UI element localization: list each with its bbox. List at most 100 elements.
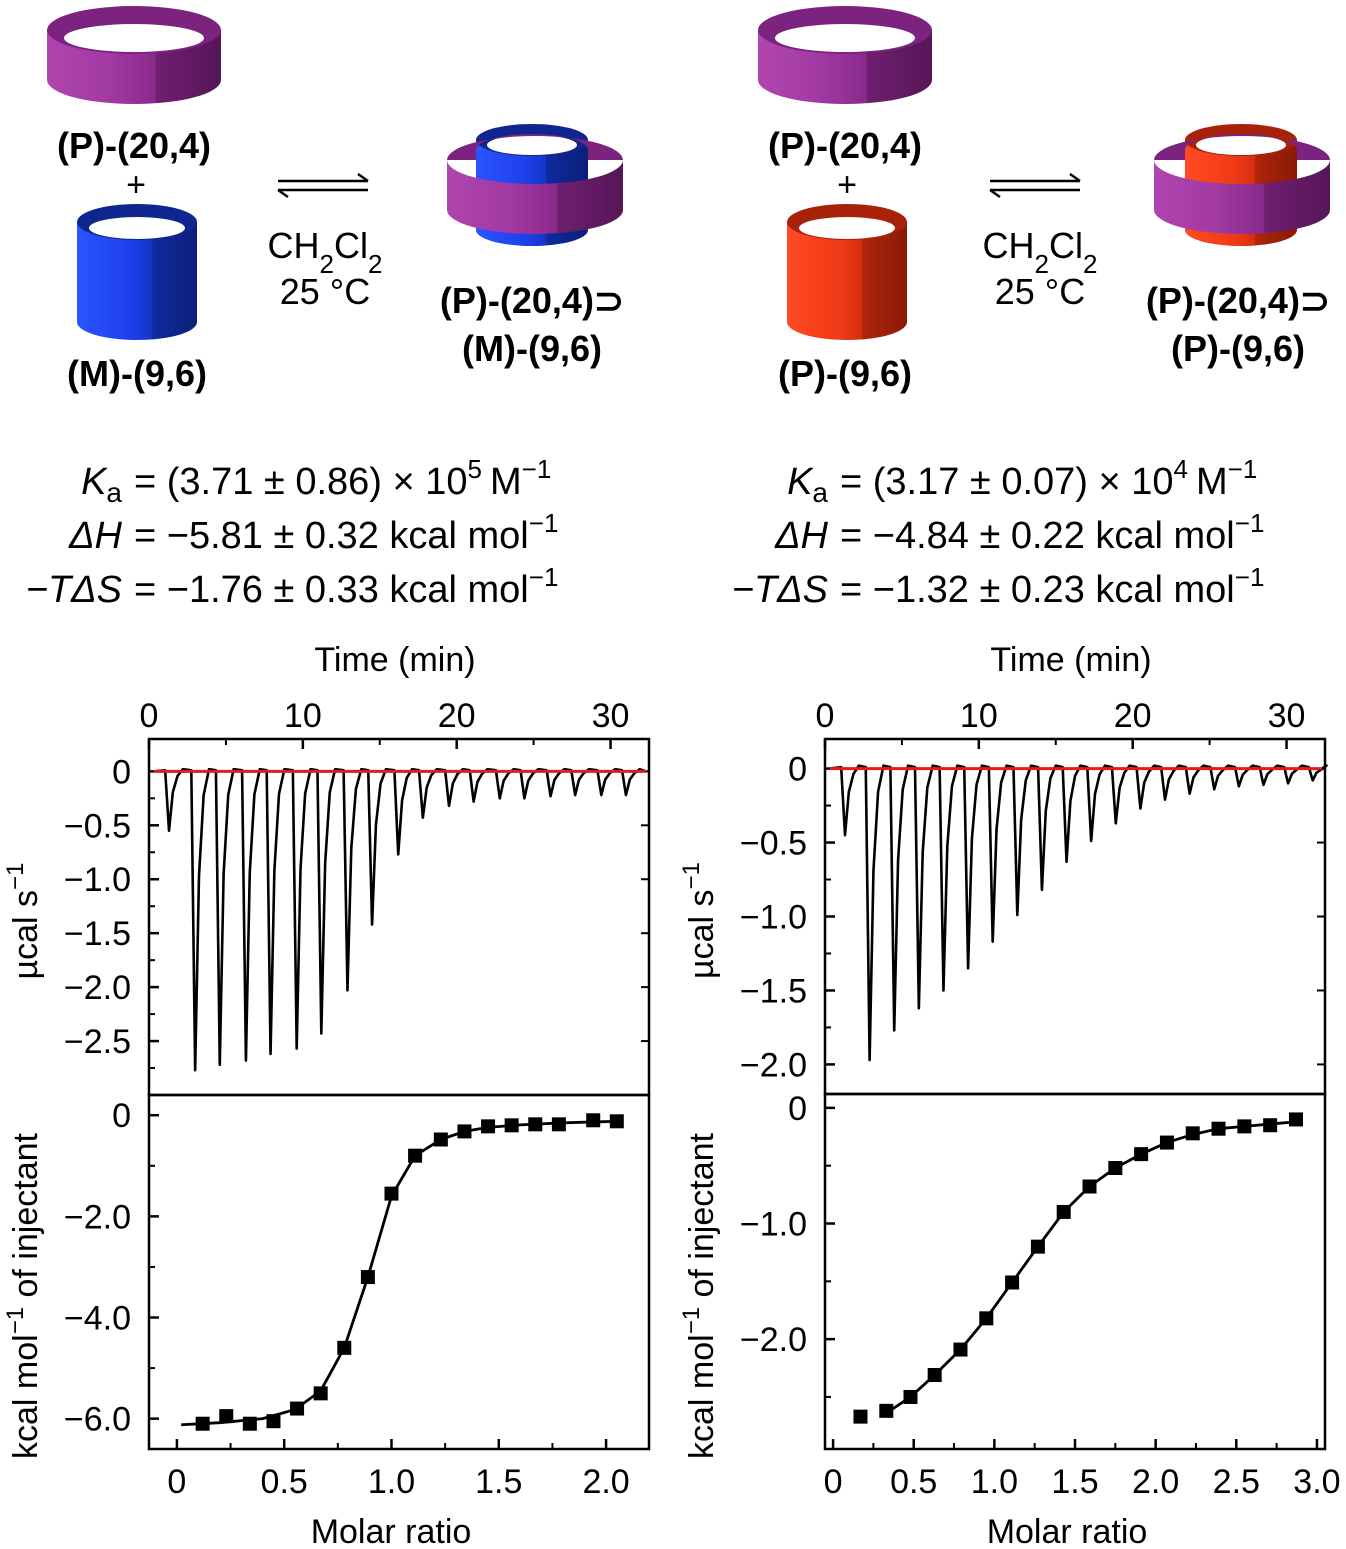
data-point [1185,1126,1200,1141]
left-ka-symbol: Ka [81,461,122,508]
y-tick-label: 0 [112,1097,131,1135]
right-isotherm-fit-line [885,1120,1297,1415]
data-point [853,1409,868,1424]
right-thermo-block: Ka = (3.17 ± 0.07) × 104 M−1 ΔH = −4.84 ±… [732,454,1265,611]
host-ring-right-icon [758,6,932,104]
right-complex-line2: (P)-(9,6) [1171,328,1305,369]
data-point [1237,1119,1252,1134]
data-point [1263,1118,1278,1133]
left-dh-value: = −5.81 ± 0.32 kcal mol−1 [134,508,558,557]
right-tds-symbol: −TΔS [732,569,828,611]
right-thermogram-raw-trace [829,764,1328,1062]
right-tds-value: = −1.32 ± 0.23 kcal mol−1 [840,562,1264,611]
x-tick-label: 10 [284,697,322,735]
data-point [1211,1121,1226,1136]
x-tick-label: 2.5 [1213,1463,1260,1501]
host-ring-left-icon [47,6,221,104]
x-tick-label: 3.0 [1293,1463,1340,1501]
right-isotherm-plot: 0 0.5 1.0 1.5 2.0 2.5 3.0 Molar ratio 0 −1.0 −2.0 k… [678,1090,1341,1549]
data-point [433,1132,448,1147]
data-point [384,1186,399,1201]
y-tick-label: 0 [788,1090,807,1128]
left-thermogram-ylabel: µcal s−1 [2,863,45,980]
y-tick-label: −0.5 [740,825,807,863]
y-tick-label: −2.0 [740,1321,807,1359]
data-point [927,1367,942,1382]
data-point [242,1416,257,1431]
y-tick-label: −1.5 [740,972,807,1010]
x-tick-label: 20 [1114,697,1152,735]
x-tick-label: 0 [140,697,159,735]
y-tick-label: −1.0 [64,861,131,899]
data-point [290,1401,305,1416]
right-guest-label: (P)-(9,6) [778,353,912,394]
y-tick-label: −1.0 [740,1206,807,1244]
y-tick-label: −4.0 [64,1300,131,1338]
data-point [953,1342,968,1357]
left-isotherm-xlabel: Molar ratio [311,1513,472,1549]
left-thermo-block: Ka = (3.71 ± 0.86) × 105 M−1 ΔH = −5.81 ±… [26,454,559,611]
left-plus: + [126,166,146,204]
left-dh-symbol: ΔH [68,515,122,557]
left-complex-line1: (P)-(20,4)⊃ [440,280,624,321]
y-tick-label: 0 [788,751,807,789]
y-tick-label: −2.0 [740,1046,807,1084]
data-point [1288,1112,1303,1127]
left-host-label: (P)-(20,4) [57,125,211,166]
x-tick-label: 1.5 [1051,1463,1098,1501]
right-complex-line1: (P)-(20,4)⊃ [1146,280,1330,321]
x-tick-label: 0 [824,1463,843,1501]
y-tick-label: −1.5 [64,915,131,953]
data-point [1056,1204,1071,1219]
data-point [313,1386,328,1401]
x-tick-label: 2.0 [582,1463,629,1501]
itc-charts: 0 10 20 30 Time (min) 0 −0.5 −1.0 −1.5 −2.0 −2.5 µc… [2,641,1341,1549]
left-thermogram-xlabel: Time (min) [314,641,475,679]
right-plus: + [837,166,857,204]
x-tick-label: 10 [960,697,998,735]
data-point [979,1311,994,1326]
data-point [219,1409,234,1424]
x-tick-label: 0 [167,1463,186,1501]
data-point [551,1117,566,1132]
right-dh-symbol: ΔH [774,515,828,557]
x-tick-label: 0.5 [890,1463,937,1501]
data-point [1159,1135,1174,1150]
left-isotherm-fit-line [181,1119,617,1427]
x-tick-label: 30 [1268,697,1306,735]
x-tick-label: 20 [438,697,476,735]
right-temperature: 25 °C [995,271,1085,312]
right-thermogram-plot: 0 10 20 30 Time (min) 0 −0.5 −1.0 −1.5 −2.0 µcal s… [678,641,1328,1096]
equilibrium-arrows-right-icon [989,173,1081,198]
complex-left-icon [447,124,623,246]
data-point [609,1114,624,1129]
guest-tube-red-icon [787,204,907,340]
data-point [1134,1147,1149,1162]
left-isotherm-ylabel: kcal mol−1 of injectant [2,1132,45,1459]
data-point [879,1403,894,1418]
y-tick-label: −2.0 [64,1198,131,1236]
y-tick-label: −2.5 [64,1023,131,1061]
x-tick-label: 1.5 [475,1463,522,1501]
y-tick-label: −6.0 [64,1401,131,1439]
data-point [504,1118,519,1133]
data-point [903,1389,918,1404]
y-tick-label: −0.5 [64,807,131,845]
left-isotherm-plot: 0 0.5 1.0 1.5 2.0 Molar ratio 0 −2.0 −4.0 −6.0 kca… [2,1093,651,1549]
right-thermogram-xlabel: Time (min) [990,641,1151,679]
x-tick-label: 2.0 [1132,1463,1179,1501]
y-tick-label: 0 [112,753,131,791]
data-point [586,1113,601,1128]
data-point [337,1340,352,1355]
left-thermogram-raw-trace [153,767,647,1072]
data-point [266,1414,281,1429]
right-isotherm-ylabel: kcal mol−1 of injectant [678,1132,721,1459]
right-dh-value: = −4.84 ± 0.22 kcal mol−1 [840,508,1264,557]
data-point [360,1270,375,1285]
left-ka-value: = (3.71 ± 0.86) × 105 M−1 [134,454,551,503]
data-point [457,1124,472,1139]
data-point [528,1117,543,1132]
left-tds-value: = −1.76 ± 0.33 kcal mol−1 [134,562,558,611]
right-ka-symbol: Ka [787,461,828,508]
guest-tube-blue-icon [77,204,197,340]
